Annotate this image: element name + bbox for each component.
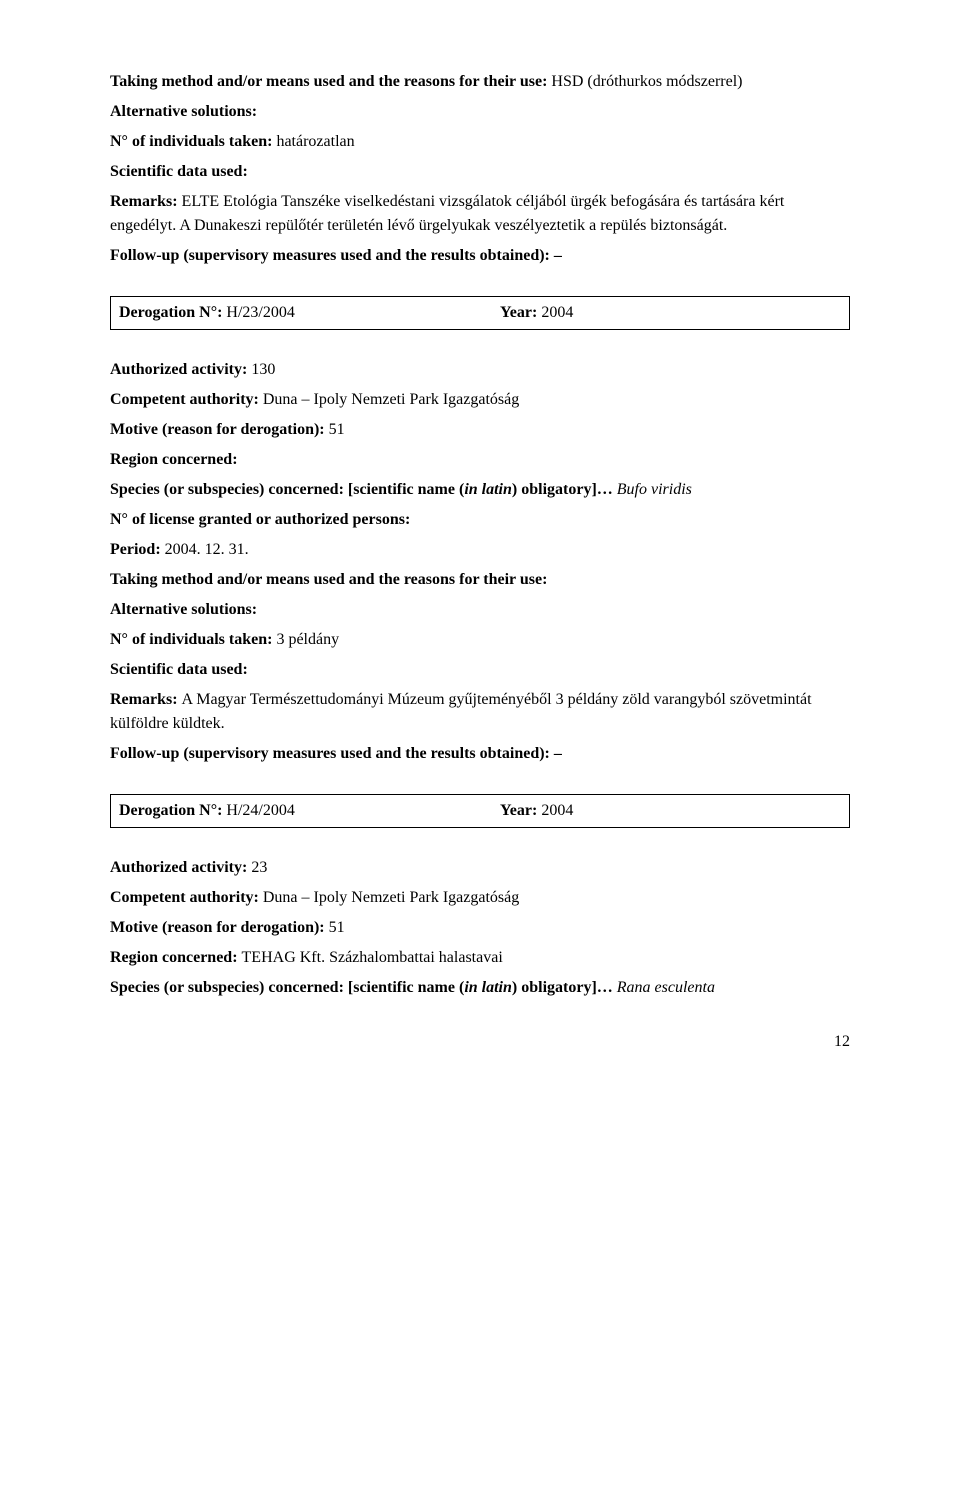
species-value: Rana esculenta: [617, 979, 715, 996]
derogation-value: H/23/2004: [226, 304, 294, 321]
year-label: Year:: [500, 304, 541, 321]
year-value: 2004: [541, 802, 573, 819]
competent-authority-label: Competent authority:: [110, 391, 263, 408]
remarks-line: Remarks: ELTE Etológia Tanszéke viselked…: [110, 190, 850, 238]
motive-line: Motive (reason for derogation): 51: [110, 418, 850, 442]
motive-label: Motive (reason for derogation):: [110, 919, 329, 936]
remarks-label: Remarks:: [110, 193, 182, 210]
period-line: Period: 2004. 12. 31.: [110, 538, 850, 562]
motive-line: Motive (reason for derogation): 51: [110, 916, 850, 940]
year-value: 2004: [541, 304, 573, 321]
competent-authority-line: Competent authority: Duna – Ipoly Nemzet…: [110, 388, 850, 412]
authorized-activity-line: Authorized activity: 23: [110, 856, 850, 880]
remarks-value: ELTE Etológia Tanszéke viselkedéstani vi…: [110, 193, 784, 234]
species-label-part1: Species (or subspecies) concerned: [scie…: [110, 481, 464, 498]
species-label-part2: in latin: [464, 979, 512, 996]
remarks-line: Remarks: A Magyar Természettudományi Múz…: [110, 688, 850, 736]
species-line: Species (or subspecies) concerned: [scie…: [110, 478, 850, 502]
motive-value: 51: [329, 919, 345, 936]
year-label: Year:: [500, 802, 541, 819]
species-value: Bufo viridis: [617, 481, 692, 498]
taking-method-value: HSD (dróthurkos módszerrel): [551, 73, 742, 90]
taking-method-label: Taking method and/or means used and the …: [110, 568, 850, 592]
remarks-label: Remarks:: [110, 691, 182, 708]
scientific-data-label: Scientific data used:: [110, 160, 850, 184]
derogation-left: Derogation N°: H/23/2004: [119, 301, 460, 325]
competent-authority-label: Competent authority:: [110, 889, 263, 906]
species-label-part3: ) obligatory]…: [512, 481, 617, 498]
competent-authority-value: Duna – Ipoly Nemzeti Park Igazgatóság: [263, 889, 519, 906]
species-line: Species (or subspecies) concerned: [scie…: [110, 976, 850, 1000]
scientific-data-label: Scientific data used:: [110, 658, 850, 682]
derogation-box: Derogation N°: H/23/2004 Year: 2004: [110, 296, 850, 330]
individuals-taken-line: N° of individuals taken: határozatlan: [110, 130, 850, 154]
page-number: 12: [110, 1030, 850, 1054]
individuals-taken-value: 3 példány: [276, 631, 339, 648]
competent-authority-value: Duna – Ipoly Nemzeti Park Igazgatóság: [263, 391, 519, 408]
motive-label: Motive (reason for derogation):: [110, 421, 329, 438]
region-concerned-label: Region concerned:: [110, 949, 242, 966]
species-label-part3: ) obligatory]…: [512, 979, 617, 996]
derogation-right: Year: 2004: [460, 799, 841, 823]
competent-authority-line: Competent authority: Duna – Ipoly Nemzet…: [110, 886, 850, 910]
followup-label: Follow-up (supervisory measures used and…: [110, 244, 850, 268]
authorized-activity-value: 23: [251, 859, 267, 876]
derogation-left: Derogation N°: H/24/2004: [119, 799, 460, 823]
license-label: N° of license granted or authorized pers…: [110, 508, 850, 532]
individuals-taken-value: határozatlan: [276, 133, 354, 150]
species-label-part1: Species (or subspecies) concerned: [scie…: [110, 979, 464, 996]
individuals-taken-label: N° of individuals taken:: [110, 631, 276, 648]
motive-value: 51: [329, 421, 345, 438]
derogation-label: Derogation N°:: [119, 802, 226, 819]
species-label-part2: in latin: [464, 481, 512, 498]
period-label: Period:: [110, 541, 165, 558]
authorized-activity-label: Authorized activity:: [110, 361, 251, 378]
derogation-label: Derogation N°:: [119, 304, 226, 321]
authorized-activity-label: Authorized activity:: [110, 859, 251, 876]
followup-label: Follow-up (supervisory measures used and…: [110, 742, 850, 766]
authorized-activity-line: Authorized activity: 130: [110, 358, 850, 382]
region-concerned-value: TEHAG Kft. Százhalombattai halastavai: [242, 949, 503, 966]
individuals-taken-label: N° of individuals taken:: [110, 133, 276, 150]
alternative-solutions-label: Alternative solutions:: [110, 598, 850, 622]
derogation-right: Year: 2004: [460, 301, 841, 325]
authorized-activity-value: 130: [251, 361, 275, 378]
region-concerned-line: Region concerned: TEHAG Kft. Százhalomba…: [110, 946, 850, 970]
taking-method-line: Taking method and/or means used and the …: [110, 70, 850, 94]
derogation-value: H/24/2004: [226, 802, 294, 819]
derogation-box: Derogation N°: H/24/2004 Year: 2004: [110, 794, 850, 828]
region-concerned-label: Region concerned:: [110, 448, 850, 472]
alternative-solutions-label: Alternative solutions:: [110, 100, 850, 124]
period-value: 2004. 12. 31.: [165, 541, 249, 558]
remarks-value: A Magyar Természettudományi Múzeum gyűjt…: [110, 691, 812, 732]
individuals-taken-line: N° of individuals taken: 3 példány: [110, 628, 850, 652]
taking-method-label: Taking method and/or means used and the …: [110, 73, 551, 90]
